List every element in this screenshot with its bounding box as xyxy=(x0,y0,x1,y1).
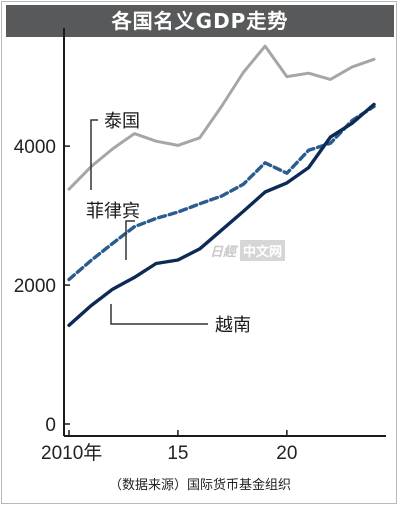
source-note: （数据来源）国际货币基金组织 xyxy=(108,478,291,493)
series-layer xyxy=(67,44,376,327)
series-label-vietnam: 越南 xyxy=(215,315,251,336)
x-tick-label: 20 xyxy=(276,443,297,464)
tick-layer: 0 2000 4000 2010年 15 20 xyxy=(14,137,298,464)
series-label-philippines-group: 菲律宾 xyxy=(86,201,140,260)
series-line-thailand xyxy=(67,44,376,191)
x-tick-label: 15 xyxy=(167,443,188,464)
watermark: 日經 中文网 xyxy=(210,240,286,261)
series-label-philippines: 菲律宾 xyxy=(86,201,140,222)
series-line-vietnam xyxy=(67,102,376,327)
y-tick-label: 2000 xyxy=(14,276,56,297)
watermark-logo: 日經 xyxy=(210,245,237,260)
series-label-thailand-group: 泰国 xyxy=(90,111,140,190)
x-tick-label: 2010年 xyxy=(41,442,102,464)
y-tick-label: 4000 xyxy=(14,137,56,158)
leader-line-thailand xyxy=(90,119,98,190)
leader-line-philippines xyxy=(125,220,135,260)
series-label-vietnam-group: 越南 xyxy=(110,304,251,336)
y-tick-label: 0 xyxy=(45,415,56,436)
leader-line-vietnam xyxy=(110,304,208,325)
watermark-text: 中文网 xyxy=(240,240,286,261)
chart-title: 各国名义GDP走势 xyxy=(6,5,394,37)
series-label-thailand: 泰国 xyxy=(104,111,140,132)
